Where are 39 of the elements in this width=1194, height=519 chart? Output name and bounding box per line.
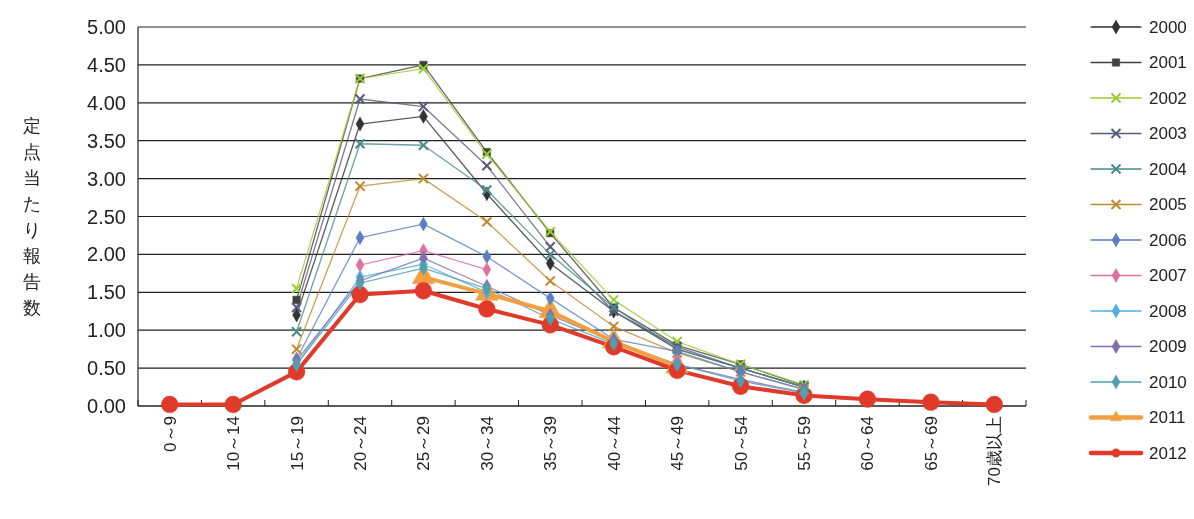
y-tick-label: 3.50 — [87, 129, 126, 152]
y-tick-label: 4.00 — [87, 91, 126, 114]
legend-label: 2006 — [1149, 230, 1187, 250]
legend-label: 2004 — [1149, 159, 1187, 179]
y-tick-label: 0.50 — [87, 357, 126, 380]
y-tick-label: 2.50 — [87, 205, 126, 228]
x-tick-label: 55～59 — [794, 416, 814, 471]
legend-label: 2010 — [1149, 372, 1187, 392]
y-axis-title: 定点当たり報告数 — [23, 115, 41, 318]
legend-label: 2008 — [1149, 301, 1187, 321]
y-tick-label: 5.00 — [87, 16, 126, 38]
x-tick-label: 20～24 — [350, 416, 370, 471]
legend-label: 2007 — [1149, 266, 1187, 286]
legend-label: 2001 — [1149, 53, 1187, 73]
y-tick-label: 4.50 — [87, 53, 126, 76]
y-tick-label: 1.50 — [87, 281, 126, 304]
y-tick-label: 2.00 — [87, 243, 126, 266]
x-tick-label: 60～64 — [858, 416, 878, 471]
x-tick-label: 35～39 — [541, 416, 561, 471]
legend-label: 2000 — [1149, 17, 1187, 37]
x-tick-label: 15～19 — [287, 416, 307, 471]
legend-label: 2003 — [1149, 124, 1187, 144]
legend-label: 2012 — [1149, 443, 1187, 463]
x-tick-label: 10～14 — [224, 416, 244, 471]
x-tick-label: 45～49 — [668, 416, 688, 471]
y-tick-label: 1.00 — [87, 319, 126, 342]
x-tick-label: 0～9 — [160, 416, 180, 452]
legend-label: 2005 — [1149, 195, 1187, 215]
y-tick-label: 3.00 — [87, 167, 126, 190]
x-tick-label: 40～44 — [604, 416, 624, 471]
x-tick-label: 50～54 — [731, 416, 751, 471]
legend-label: 2009 — [1149, 337, 1187, 357]
x-tick-label: 30～34 — [477, 416, 497, 471]
legend-label: 2011 — [1149, 408, 1186, 428]
x-tick-label: 70歳以上 — [985, 416, 1005, 486]
x-tick-label: 25～29 — [414, 416, 434, 471]
x-tick-label: 65～69 — [921, 416, 941, 471]
legend-label: 2002 — [1149, 88, 1187, 108]
y-tick-label: 0.00 — [87, 395, 126, 417]
